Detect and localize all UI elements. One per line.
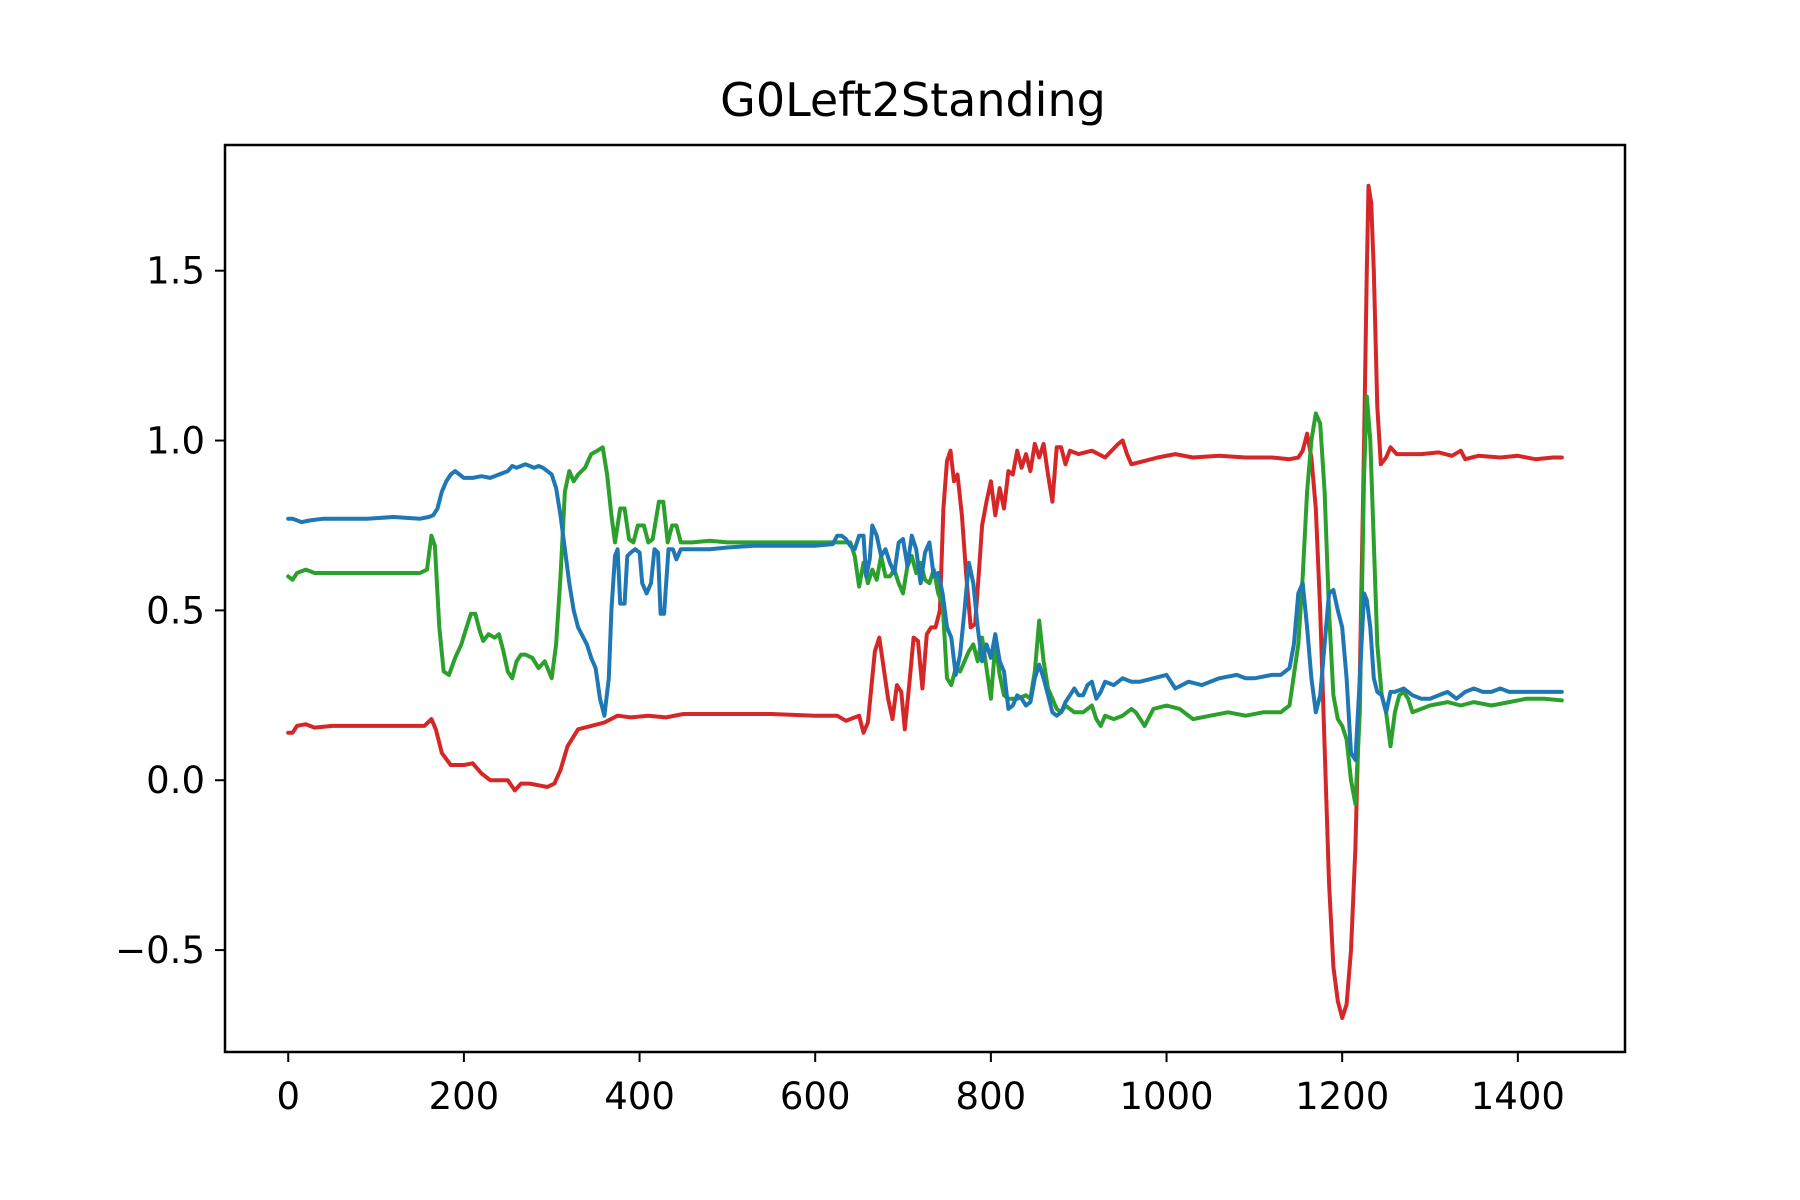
x-tick-label: 1200 xyxy=(1295,1075,1389,1118)
y-axis-ticks: −0.5 0.0 0.5 1.0 1.5 xyxy=(115,250,225,972)
x-tick-label: 800 xyxy=(956,1075,1027,1118)
y-tick-label: 0.0 xyxy=(146,759,205,802)
x-tick-label: 1000 xyxy=(1119,1075,1213,1118)
x-tick-label: 400 xyxy=(604,1075,675,1118)
x-tick-label: 600 xyxy=(780,1075,851,1118)
y-tick-label: 0.5 xyxy=(146,589,205,632)
axes-frame xyxy=(223,143,1627,1054)
x-tick-label: 1400 xyxy=(1471,1075,1565,1118)
series-layer xyxy=(286,183,1564,1020)
x-tick-label: 200 xyxy=(429,1075,500,1118)
y-tick-label: 1.5 xyxy=(146,250,205,293)
y-tick-label: −0.5 xyxy=(115,929,205,972)
series-line-3 xyxy=(286,462,1564,762)
y-tick-label: 1.0 xyxy=(146,420,205,463)
x-tick-label: 0 xyxy=(276,1075,300,1118)
x-axis-ticks: 0 200 400 600 800 1000 1200 1400 xyxy=(276,1052,1565,1118)
chart-title: G0Left2Standing xyxy=(720,73,1106,127)
series-line-1 xyxy=(286,183,1564,1020)
series-line-2 xyxy=(286,394,1564,806)
